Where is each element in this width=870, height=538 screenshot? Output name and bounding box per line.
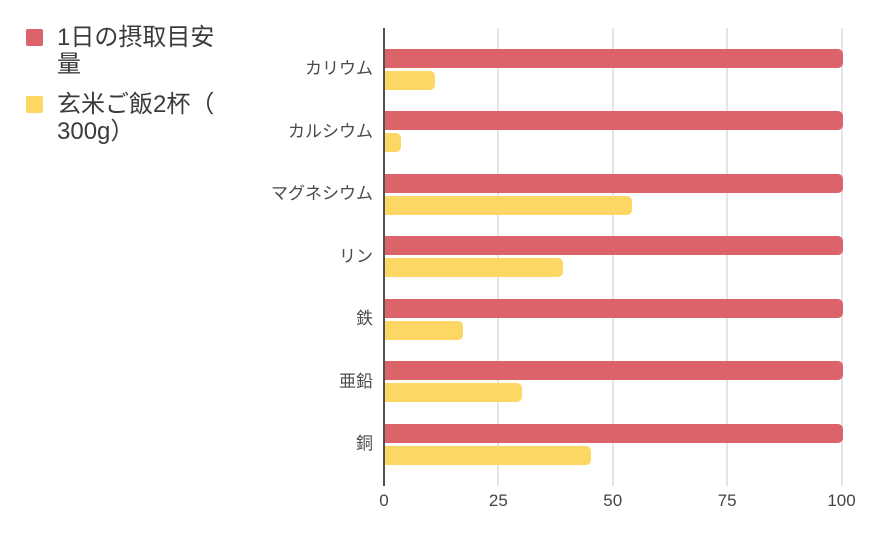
category-label: 亜鉛 <box>339 371 373 391</box>
bar-brown-rice <box>385 383 523 402</box>
bar-brown-rice <box>385 445 591 465</box>
bar-brown-rice <box>385 195 633 215</box>
category-label: リン <box>339 246 373 266</box>
x-tick-label: 100 <box>827 491 856 510</box>
y-axis-line <box>383 28 385 486</box>
legend-item-daily-target: 1日の摂取目安 量 <box>26 24 214 78</box>
bar-brown-rice <box>385 133 401 152</box>
bar-daily-target <box>385 111 843 130</box>
category-label: マグネシウム <box>271 184 373 203</box>
x-tick-label: 0 <box>379 491 389 510</box>
bar-daily-target <box>385 423 843 443</box>
x-tick-label: 50 <box>603 491 623 510</box>
gridline-100 <box>840 28 843 486</box>
bar-brown-rice <box>385 320 463 340</box>
legend-label: 玄米ご飯2杯（ 300g） <box>57 91 215 145</box>
bar-daily-target <box>385 298 843 318</box>
gridline-25 <box>497 28 500 486</box>
x-tick-label: 25 <box>488 491 508 510</box>
bar-daily-target <box>385 48 843 68</box>
legend-swatch-icon <box>26 96 43 113</box>
category-label: カルシウム <box>288 121 373 141</box>
legend-label: 1日の摂取目安 量 <box>57 24 215 78</box>
bar-brown-rice <box>385 258 564 277</box>
bar-daily-target <box>385 173 843 193</box>
category-label: 鉄 <box>356 309 373 328</box>
bar-brown-rice <box>385 70 436 90</box>
x-tick-label: 75 <box>717 491 737 510</box>
legend-item-brown-rice: 玄米ご飯2杯（ 300g） <box>26 91 214 145</box>
bar-daily-target <box>385 361 843 380</box>
gridline-50 <box>611 28 614 486</box>
category-label: カリウム <box>305 59 373 78</box>
gridline-75 <box>726 28 729 486</box>
chart-legend: 1日の摂取目安 量玄米ご飯2杯（ 300g） <box>26 24 214 145</box>
legend-swatch-icon <box>26 29 43 46</box>
bar-daily-target <box>385 236 843 255</box>
category-label: 銅 <box>356 434 373 453</box>
